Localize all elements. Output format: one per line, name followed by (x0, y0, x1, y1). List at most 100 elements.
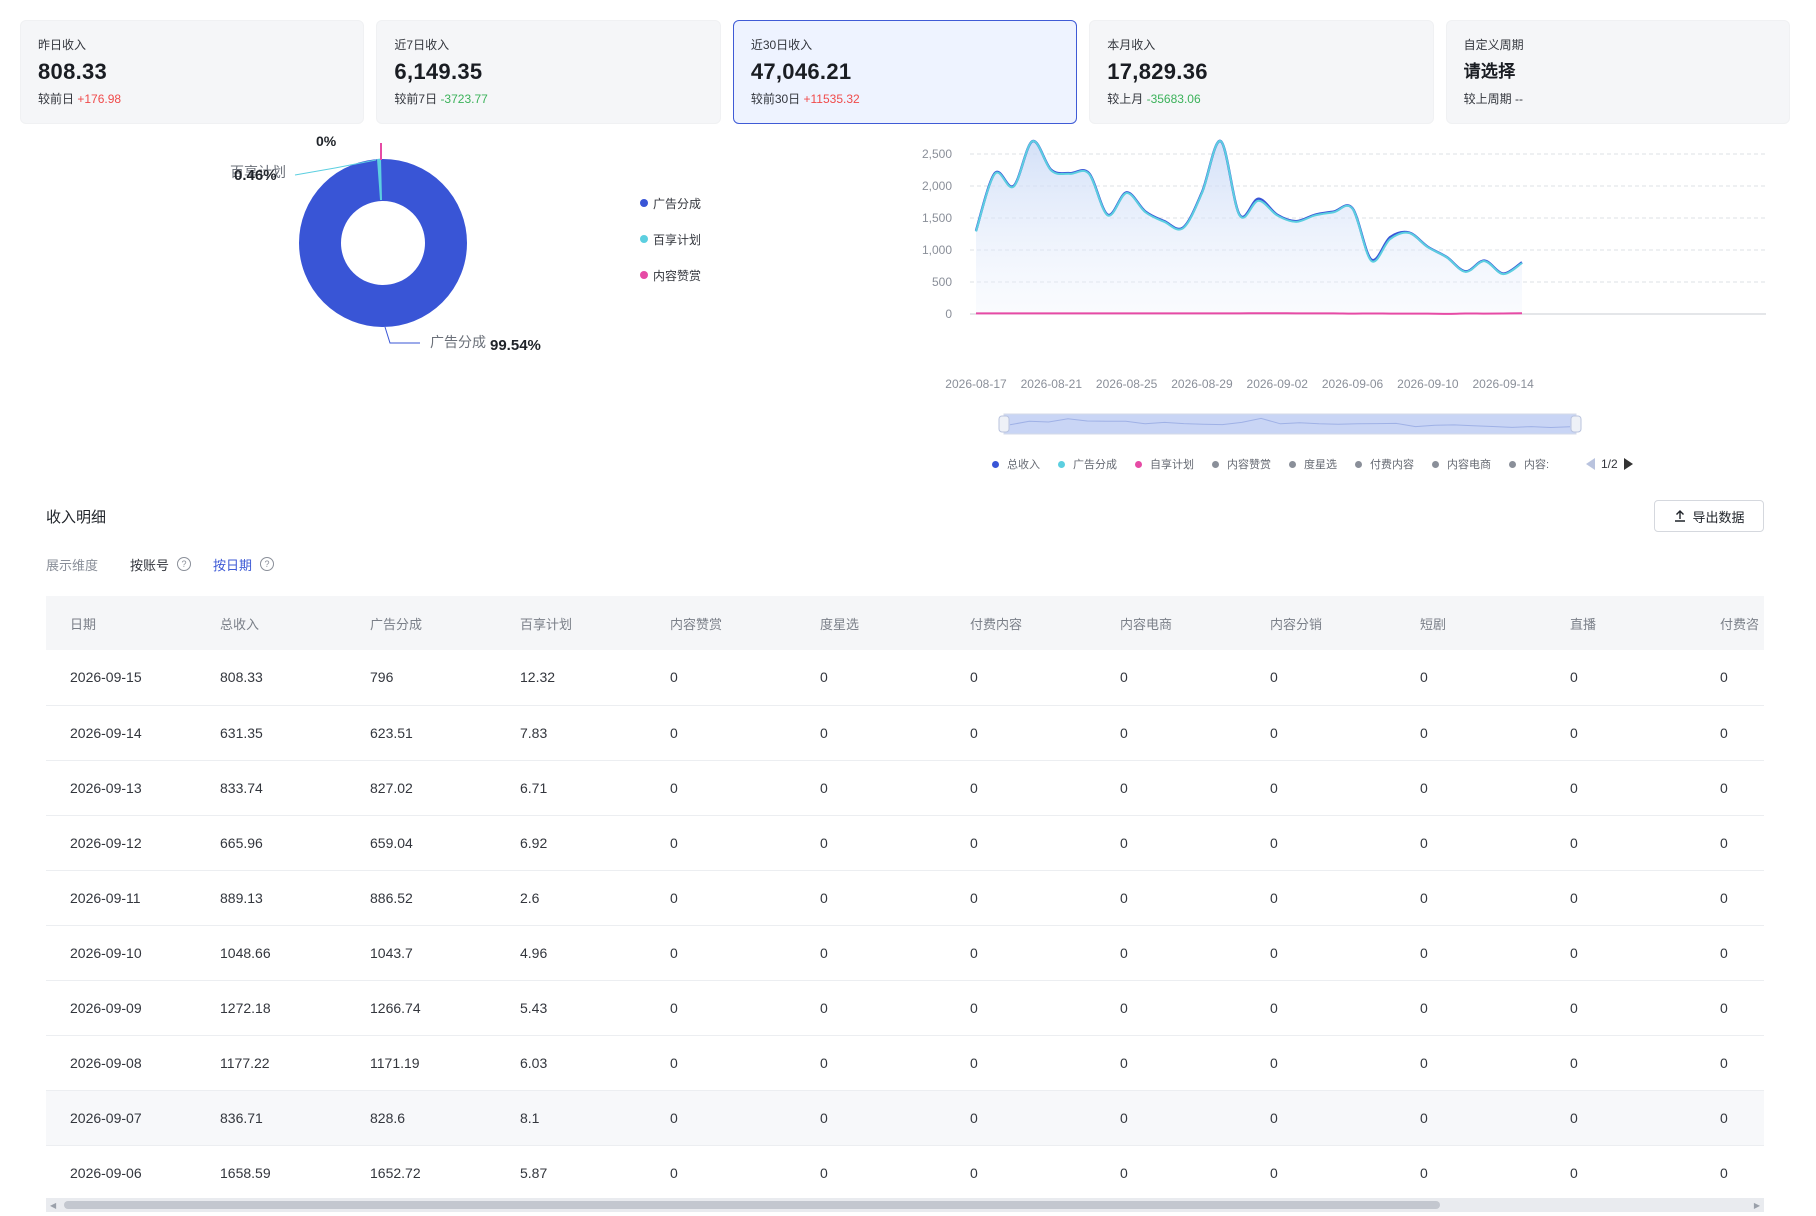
scroll-right-icon[interactable]: ▶ (1753, 1201, 1760, 1210)
datazoom-preview-line (1009, 417, 1571, 428)
table-row[interactable]: 2026-09-15 808.33 796 12.32 0 0 0 0 0 0 0 0 (46, 650, 1764, 706)
card-label: 本月收入 (1107, 38, 1156, 52)
table-cell: 0 (1396, 980, 1546, 1036)
horizontal-scrollbar[interactable]: ◀ ▶ (46, 1198, 1764, 1212)
table-row[interactable]: 2026-09-09 1272.18 1266.74 5.43 0 0 0 0 0 0 0 0 (46, 980, 1764, 1036)
legend-item-appreciation[interactable]: 内容赞赏 (640, 267, 701, 283)
card-value: 808.33 (38, 59, 108, 84)
table-cell: 2026-09-09 (46, 980, 196, 1036)
legend-item-ad-share[interactable]: 广告分成 (640, 195, 701, 211)
donut-slice-baixiang[interactable] (377, 158, 382, 201)
table-cell: 836.71 (196, 1090, 346, 1146)
income-trend-line-chart: 0 500 1,000 1,500 2,000 2,500 2026-08-17 2026-… (922, 139, 1766, 435)
trend-legend-ad-share[interactable]: 广告分成 (1058, 456, 1117, 472)
table-cell: 0 (946, 925, 1096, 981)
table-cell: 0 (646, 1090, 796, 1146)
table-cell: 0 (646, 1145, 796, 1201)
trend-legend-ecommerce[interactable]: 内容电商 (1432, 456, 1491, 472)
card-yesterday[interactable]: 昨日收入 808.33 较前日 +176.98 (20, 20, 365, 124)
table-cell: 0 (1696, 650, 1764, 706)
column-header: 直播 (1546, 596, 1696, 650)
donut-label-baixiang-percent: 0.46% (234, 167, 277, 184)
legend-item-baixiang[interactable]: 百享计划 (640, 231, 701, 247)
table-cell: 0 (646, 925, 796, 981)
table-row[interactable]: 2026-09-14 631.35 623.51 7.83 0 0 0 0 0 0 0 0 (46, 705, 1764, 761)
table-cell: 0 (1546, 705, 1696, 761)
trend-legend-content-more[interactable]: 内容: (1509, 456, 1568, 472)
column-header: 度星选 (796, 596, 946, 650)
export-data-button[interactable]: 导出数据 (1654, 500, 1764, 532)
table-row[interactable]: 2026-09-10 1048.66 1043.7 4.96 0 0 0 0 0 0 0 0 (46, 925, 1764, 981)
scrollbar-thumb[interactable] (64, 1201, 1440, 1209)
datazoom-handle-left[interactable] (998, 415, 1010, 433)
table-row[interactable]: 2026-09-11 889.13 886.52 2.6 0 0 0 0 0 0 0 0 (46, 870, 1764, 926)
compare-value: -- (1514, 92, 1523, 106)
table-cell: 0 (1246, 1145, 1396, 1201)
table-cell: 0 (1096, 925, 1246, 981)
legend-label: 内容赞赏 (1227, 459, 1271, 471)
table-cell: 5.43 (496, 980, 646, 1036)
table-cell: 0 (1246, 815, 1396, 871)
table-cell: 0 (1096, 1090, 1246, 1146)
table-row[interactable]: 2026-09-06 1658.59 1652.72 5.87 0 0 0 0 0 0 0 0 (46, 1145, 1764, 1201)
legend-pager: 1/2 (1586, 457, 1633, 471)
table-row[interactable]: 2026-09-07 836.71 828.6 8.1 0 0 0 0 0 0 0 0 (46, 1090, 1764, 1146)
trend-legend-total[interactable]: 总收入 (992, 456, 1040, 472)
dimension-by-account[interactable]: 按账号? (130, 555, 192, 574)
scroll-left-icon[interactable]: ◀ (50, 1201, 57, 1210)
table-cell: 0 (1096, 980, 1246, 1036)
series-line-2[interactable] (975, 312, 1523, 315)
compare-label: 较上周期 (1463, 92, 1512, 106)
table-row[interactable]: 2026-09-12 665.96 659.04 6.92 0 0 0 0 0 0 0 0 (46, 815, 1764, 871)
datazoom-selection[interactable] (1003, 413, 1577, 435)
help-icon[interactable]: ? (177, 557, 192, 571)
legend-dot (1135, 460, 1142, 468)
help-icon[interactable]: ? (260, 557, 275, 571)
compare-label: 较上月 (1107, 92, 1144, 106)
card-custom-period[interactable]: 自定义周期 请选择 较上周期 -- (1445, 20, 1791, 124)
table-cell: 889.13 (196, 870, 346, 926)
table-cell: 2026-09-07 (46, 1090, 196, 1146)
column-header: 总收入 (196, 596, 346, 650)
trend-legend-duxingxuan[interactable]: 度星选 (1289, 456, 1337, 472)
dimension-by-date[interactable]: 按日期? (213, 555, 275, 574)
datazoom-handle-right[interactable] (1570, 415, 1582, 433)
table-cell: 623.51 (346, 705, 496, 761)
pager-next-icon[interactable] (1623, 458, 1633, 470)
trend-legend-paid-content[interactable]: 付费内容 (1355, 456, 1414, 472)
table-cell: 0 (796, 650, 946, 706)
table-cell: 0 (1696, 1145, 1764, 1201)
donut-slice-ad-share[interactable] (299, 159, 467, 327)
table-cell: 2026-09-10 (46, 925, 196, 981)
card-last-30-days[interactable]: 近30日收入 47,046.21 较前30日 +11535.32 (732, 20, 1078, 124)
table-cell: 2026-09-06 (46, 1145, 196, 1201)
table-cell: 0 (1696, 980, 1764, 1036)
table-cell: 0 (1396, 650, 1546, 706)
table-cell: 0 (796, 760, 946, 816)
series-line-1[interactable] (975, 140, 1523, 276)
table-cell: 0 (796, 925, 946, 981)
compare-value: -35683.06 (1146, 92, 1201, 106)
table-cell: 0 (1246, 705, 1396, 761)
pager-prev-icon[interactable] (1586, 458, 1595, 470)
trend-legend-appreciation[interactable]: 内容赞赏 (1212, 456, 1271, 472)
column-header: 内容电商 (1096, 596, 1246, 650)
y-tick-label: 2,500 (922, 147, 952, 161)
card-last-7-days[interactable]: 近7日收入 6,149.35 较前7日 -3723.77 (376, 20, 721, 124)
x-tick-label: 2026-08-25 (1096, 377, 1158, 391)
dimension-label: 展示维度 (46, 557, 99, 573)
legend-label: 广告分成 (1073, 459, 1117, 471)
table-cell: 0 (946, 1145, 1096, 1201)
table-cell: 0 (796, 815, 946, 871)
table-row[interactable]: 2026-09-13 833.74 827.02 6.71 0 0 0 0 0 0 0 0 (46, 760, 1764, 816)
table-row[interactable]: 2026-09-08 1177.22 1171.19 6.03 0 0 0 0 0 0 0 0 (46, 1035, 1764, 1091)
column-header: 百享计划 (496, 596, 646, 650)
donut-legend: 广告分成 百享计划 内容赞赏 (640, 195, 701, 303)
trend-legend-self-plan[interactable]: 自享计划 (1135, 456, 1194, 472)
table-cell: 6.03 (496, 1035, 646, 1091)
table-cell: 1171.19 (346, 1035, 496, 1091)
card-this-month[interactable]: 本月收入 17,829.36 较上月 -35683.06 (1089, 20, 1434, 124)
legend-label: 付费内容 (1370, 459, 1414, 471)
table-cell: 808.33 (196, 650, 346, 706)
custom-period-select[interactable]: 请选择 (1463, 62, 1516, 81)
